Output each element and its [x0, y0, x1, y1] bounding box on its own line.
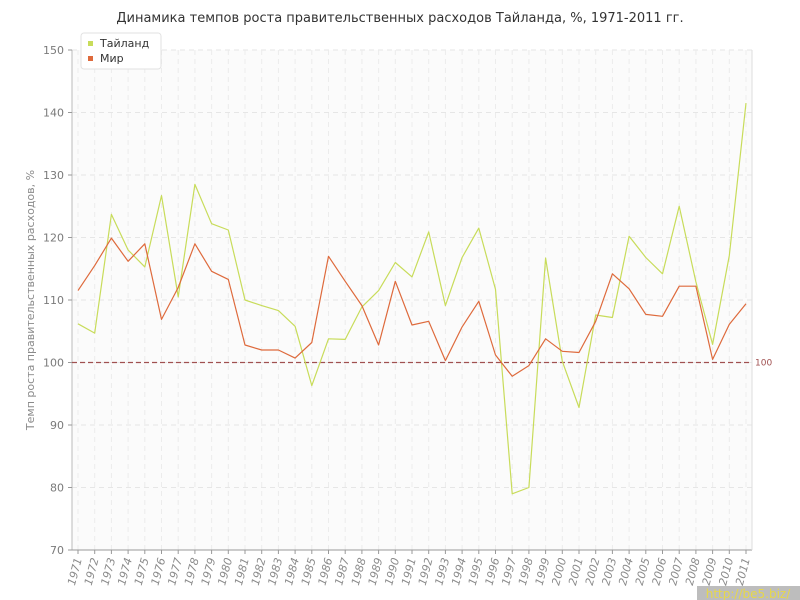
y-tick-label: 150	[43, 44, 64, 57]
grid	[72, 49, 752, 550]
y-axis-ticks: 70 80 90 100 110 120 130 140 150	[43, 44, 72, 557]
y-tick-label: 130	[43, 169, 64, 182]
y-tick-label: 90	[50, 419, 64, 432]
legend: Тайланд Мир	[80, 32, 162, 70]
y-tick-label: 70	[50, 544, 64, 557]
y-axis-label: Темп роста правительственных расходов, %	[24, 170, 37, 431]
chart-title: Динамика темпов роста правительственных …	[116, 11, 683, 26]
y-tick-label: 100	[43, 357, 64, 370]
series-line-0	[77, 103, 747, 495]
legend-swatch-0	[88, 41, 93, 46]
watermark: http://be5.biz/	[697, 586, 800, 600]
series-group	[77, 103, 747, 495]
x-axis-ticks: 1971197219731974197519761977197819791980…	[65, 550, 753, 587]
reference-line: 100	[72, 359, 772, 369]
series-line-1	[77, 237, 747, 377]
legend-label-0: Тайланд	[99, 37, 150, 50]
y-tick-label: 120	[43, 232, 64, 245]
y-tick-label: 110	[43, 294, 64, 307]
reference-line-label: 100	[755, 359, 772, 369]
y-tick-label: 80	[50, 482, 64, 495]
legend-box	[80, 32, 162, 70]
y-tick-label: 140	[43, 107, 64, 120]
legend-swatch-1	[88, 56, 93, 61]
legend-label-1: Мир	[100, 52, 124, 65]
watermark-text: http://be5.biz/	[706, 587, 791, 600]
x-tick-label: 2011	[733, 556, 753, 586]
